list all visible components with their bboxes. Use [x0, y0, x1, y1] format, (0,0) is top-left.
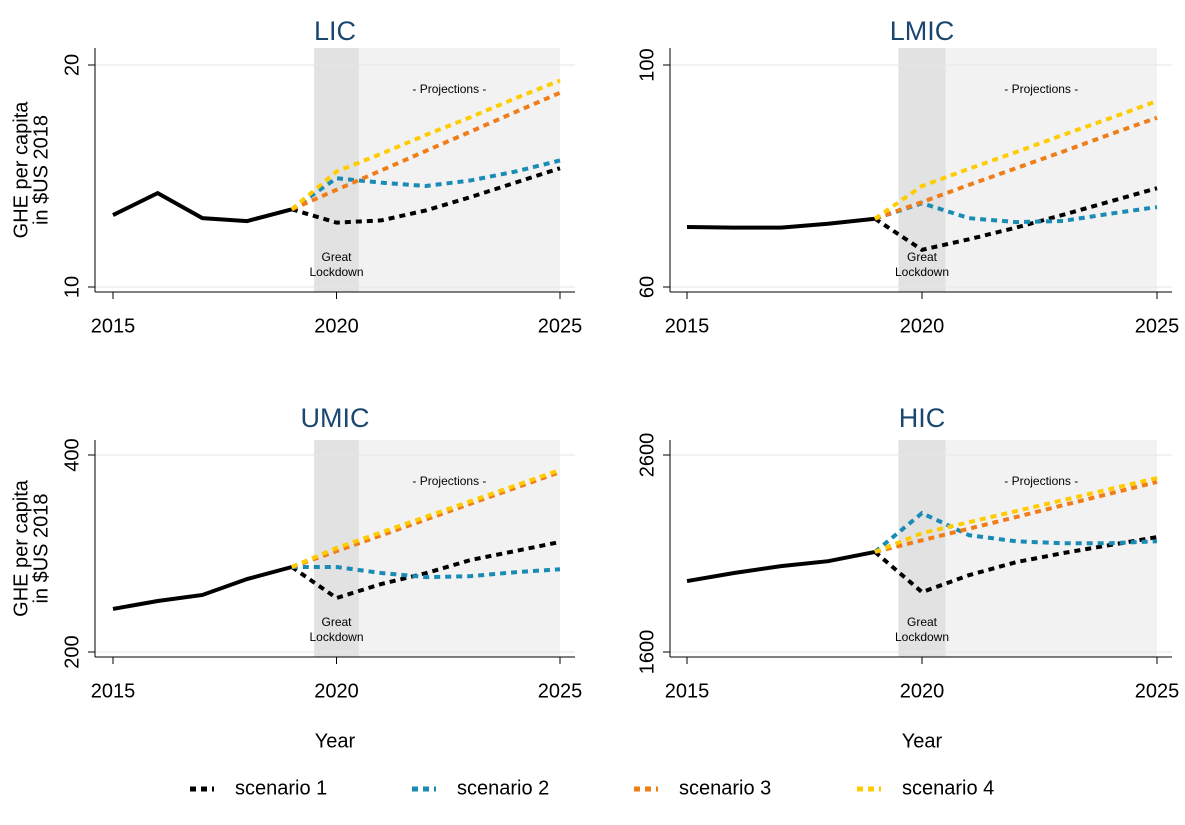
x-tick-label: 2025	[1135, 680, 1180, 702]
x-tick-label: 2025	[538, 680, 583, 702]
scenario-line	[290, 540, 561, 601]
y-tick-label: 1600	[636, 630, 658, 675]
scenario-line	[873, 99, 1158, 221]
x-tick-label: 2015	[665, 315, 710, 337]
scenario-line	[874, 480, 1158, 554]
x-tick-label: 2015	[665, 680, 710, 702]
projection-band	[945, 440, 1157, 657]
lockdown-label: Lockdown	[895, 630, 949, 644]
y-tick-label: 60	[636, 276, 658, 298]
chart-title: LMIC	[890, 16, 955, 46]
scenario-line	[291, 564, 561, 580]
history-line	[686, 216, 876, 230]
x-tick-label: 2020	[900, 680, 945, 702]
scenario-line	[290, 78, 561, 211]
x-tick-label: 2020	[314, 680, 359, 702]
chart-title: UMIC	[301, 403, 370, 433]
legend-label: scenario 2	[457, 777, 549, 799]
legend-label: scenario 1	[235, 777, 327, 799]
lockdown-label: Great	[907, 615, 938, 629]
y-axis-label: in $US 2018	[30, 115, 52, 225]
scenario-line	[290, 90, 561, 212]
y-axis-label: GHE per capita	[10, 479, 32, 617]
projections-label: - Projections -	[412, 474, 486, 488]
y-tick-label: 2600	[636, 433, 658, 478]
x-tick-label: 2020	[314, 315, 359, 337]
legend-label: scenario 3	[679, 777, 771, 799]
projection-band	[358, 440, 560, 657]
lockdown-label: Great	[321, 615, 352, 629]
scenario-line	[291, 468, 561, 569]
y-axis-label: GHE per capita	[10, 101, 32, 239]
scenario-line	[874, 476, 1158, 554]
projection-band	[945, 48, 1157, 292]
lockdown-label: Lockdown	[309, 265, 363, 279]
chart-title: LIC	[314, 16, 356, 46]
scenario-line	[291, 166, 561, 225]
y-tick-label: 400	[61, 438, 83, 471]
x-tick-label: 2015	[91, 680, 136, 702]
history-line	[112, 190, 293, 224]
scenario-line	[874, 115, 1158, 221]
x-tick-label: 2015	[91, 315, 136, 337]
scenario-line	[291, 470, 561, 569]
lockdown-label: Great	[907, 250, 938, 264]
lockdown-label: Great	[321, 250, 352, 264]
lockdown-band	[898, 440, 946, 657]
x-axis-label: Year	[315, 730, 356, 752]
x-tick-label: 2020	[900, 315, 945, 337]
projections-label: - Projections -	[1004, 474, 1078, 488]
scenario-line	[290, 158, 561, 211]
legend-label: scenario 4	[902, 777, 994, 799]
lockdown-label: Lockdown	[895, 265, 949, 279]
history-line	[112, 565, 293, 611]
y-tick-label: 100	[636, 48, 658, 81]
lockdown-label: Lockdown	[309, 630, 363, 644]
y-tick-label: 10	[61, 276, 83, 298]
chart-title: HIC	[899, 403, 946, 433]
x-tick-label: 2025	[538, 315, 583, 337]
x-axis-label: Year	[902, 730, 943, 752]
x-tick-label: 2025	[1135, 315, 1180, 337]
y-tick-label: 20	[61, 54, 83, 76]
y-axis-label: in $US 2018	[30, 493, 52, 603]
history-line	[686, 549, 876, 584]
scenario-line	[873, 510, 1158, 554]
projections-label: - Projections -	[1004, 82, 1078, 96]
y-tick-label: 200	[61, 635, 83, 668]
scenario-line	[873, 186, 1158, 252]
projections-label: - Projections -	[412, 82, 486, 96]
